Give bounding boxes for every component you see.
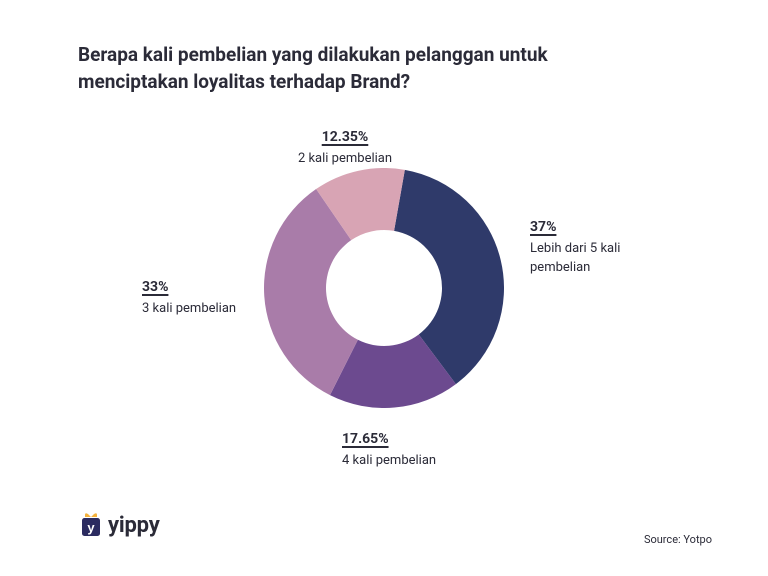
slice-pct-2: 17.65% (342, 430, 389, 449)
slice-label-1: 37% Lebih dari 5 kali pembelian (530, 218, 680, 277)
donut-chart-container: 37% Lebih dari 5 kali pembelian 17.65% 4… (0, 128, 768, 488)
gift-icon: y (80, 512, 102, 538)
slice-label-3: 33% 3 kali pembelian (142, 278, 242, 318)
slice-desc-4: 2 kali pembelian (298, 151, 392, 166)
source-attribution: Source: Yotpo (644, 533, 712, 546)
brand-logo: y yippy (80, 512, 160, 538)
slice-pct-1: 37% (530, 218, 556, 237)
slice-label-4: 12.35% 2 kali pembelian (280, 128, 410, 168)
donut-chart (264, 168, 504, 408)
slice-pct-4: 12.35% (322, 128, 369, 147)
slice-label-2: 17.65% 4 kali pembelian (342, 430, 502, 470)
slice-desc-1: Lebih dari 5 kali pembelian (530, 241, 620, 275)
slice-desc-2: 4 kali pembelian (342, 453, 436, 468)
brand-name: yippy (108, 513, 160, 538)
slice-desc-3: 3 kali pembelian (142, 301, 236, 316)
slice-pct-3: 33% (142, 278, 168, 297)
svg-text:y: y (87, 520, 95, 535)
chart-title: Berapa kali pembelian yang dilakukan pel… (78, 42, 598, 95)
